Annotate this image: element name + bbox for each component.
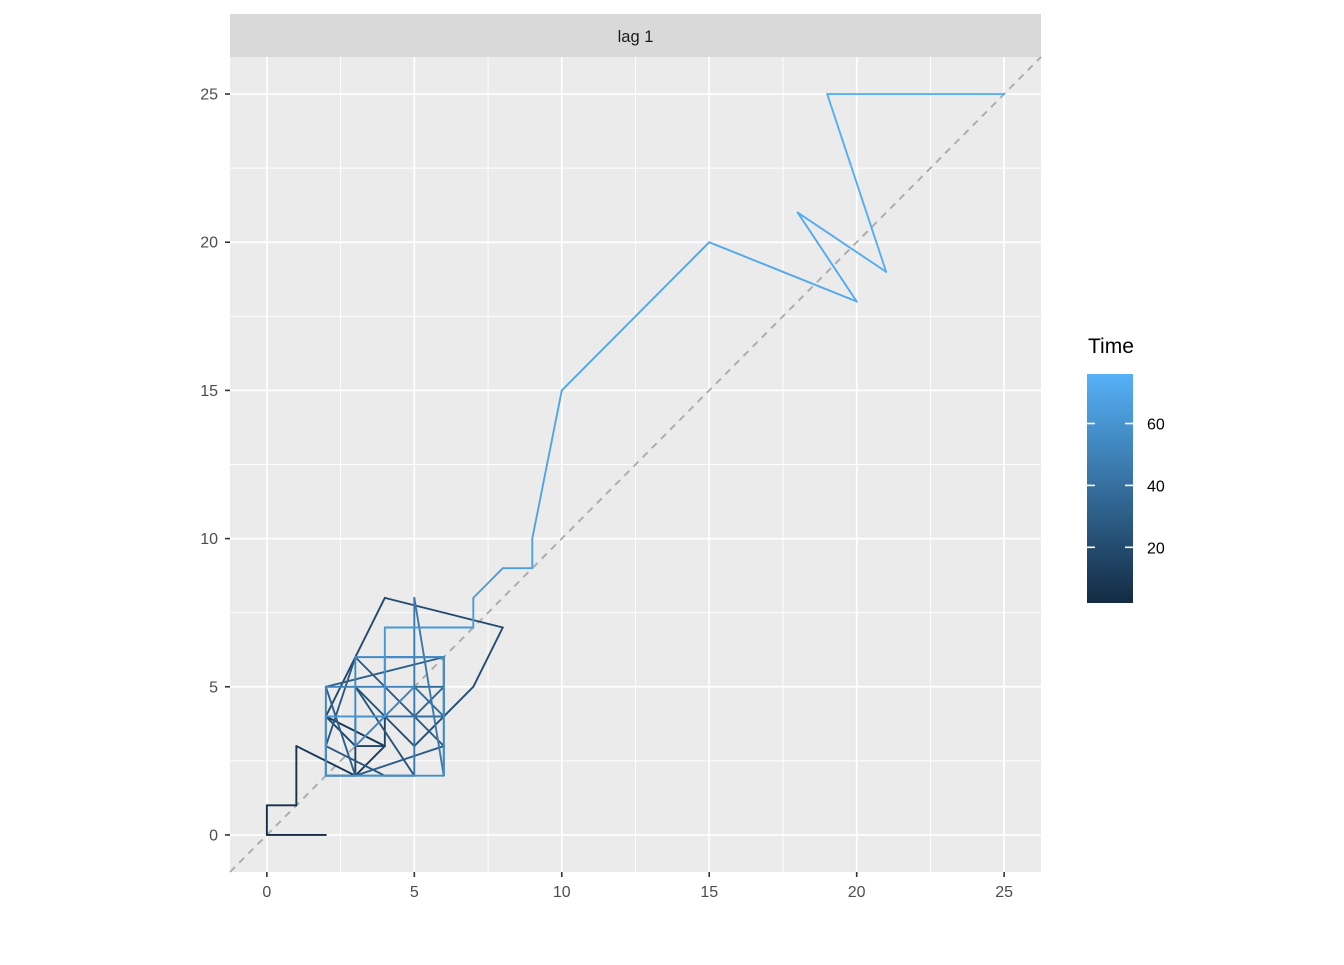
legend-title: Time — [1088, 335, 1134, 358]
lag-path-segment — [324, 685, 357, 777]
x-tick-label: 25 — [995, 884, 1013, 901]
lag-path-segment — [796, 211, 888, 273]
lag-path-segment — [796, 211, 858, 303]
lag-path-segment — [354, 745, 445, 777]
lag-path-segment — [383, 596, 504, 629]
x-tick-label: 5 — [410, 884, 419, 901]
facet-strip — [230, 14, 1041, 57]
lag-path-segment — [413, 685, 445, 718]
legend-tick-label: 20 — [1147, 540, 1165, 557]
legend-colorbar — [1087, 374, 1133, 603]
legend: Time 60 40 20 — [1087, 335, 1165, 603]
y-tick-label: 15 — [200, 383, 218, 400]
facet-strip-label: lag 1 — [618, 28, 654, 46]
lag-path-segment — [531, 389, 563, 540]
lag-path-segment — [354, 685, 416, 777]
legend-ticks: 60 40 20 — [1087, 417, 1165, 557]
x-tick-label: 0 — [262, 884, 271, 901]
lag-path-segment — [826, 93, 888, 273]
x-axis: 0 5 10 15 20 25 — [262, 872, 1013, 901]
y-axis: 0 5 10 15 20 25 — [200, 87, 230, 844]
y-tick-label: 20 — [200, 235, 218, 252]
x-tick-label: 20 — [848, 884, 866, 901]
lag-path-segment — [472, 626, 504, 688]
x-tick-label: 10 — [553, 884, 571, 901]
y-tick-label: 5 — [209, 679, 218, 696]
y-tick-label: 10 — [200, 531, 218, 548]
lag-path-segment — [354, 745, 386, 777]
y-tick-label: 0 — [209, 827, 218, 844]
lag-path — [265, 93, 1006, 836]
lag-path-segment — [708, 241, 858, 303]
legend-tick-label: 60 — [1147, 417, 1165, 434]
lag-path-segment — [560, 241, 711, 392]
legend-tick-label: 40 — [1147, 478, 1165, 495]
reference-diagonal-line — [229, 56, 1042, 873]
y-tick-label: 25 — [200, 87, 218, 104]
lag-path-segment — [324, 656, 357, 747]
x-tick-label: 15 — [700, 884, 718, 901]
lag-path-segment — [324, 745, 386, 777]
lag-path-segment — [472, 567, 504, 599]
